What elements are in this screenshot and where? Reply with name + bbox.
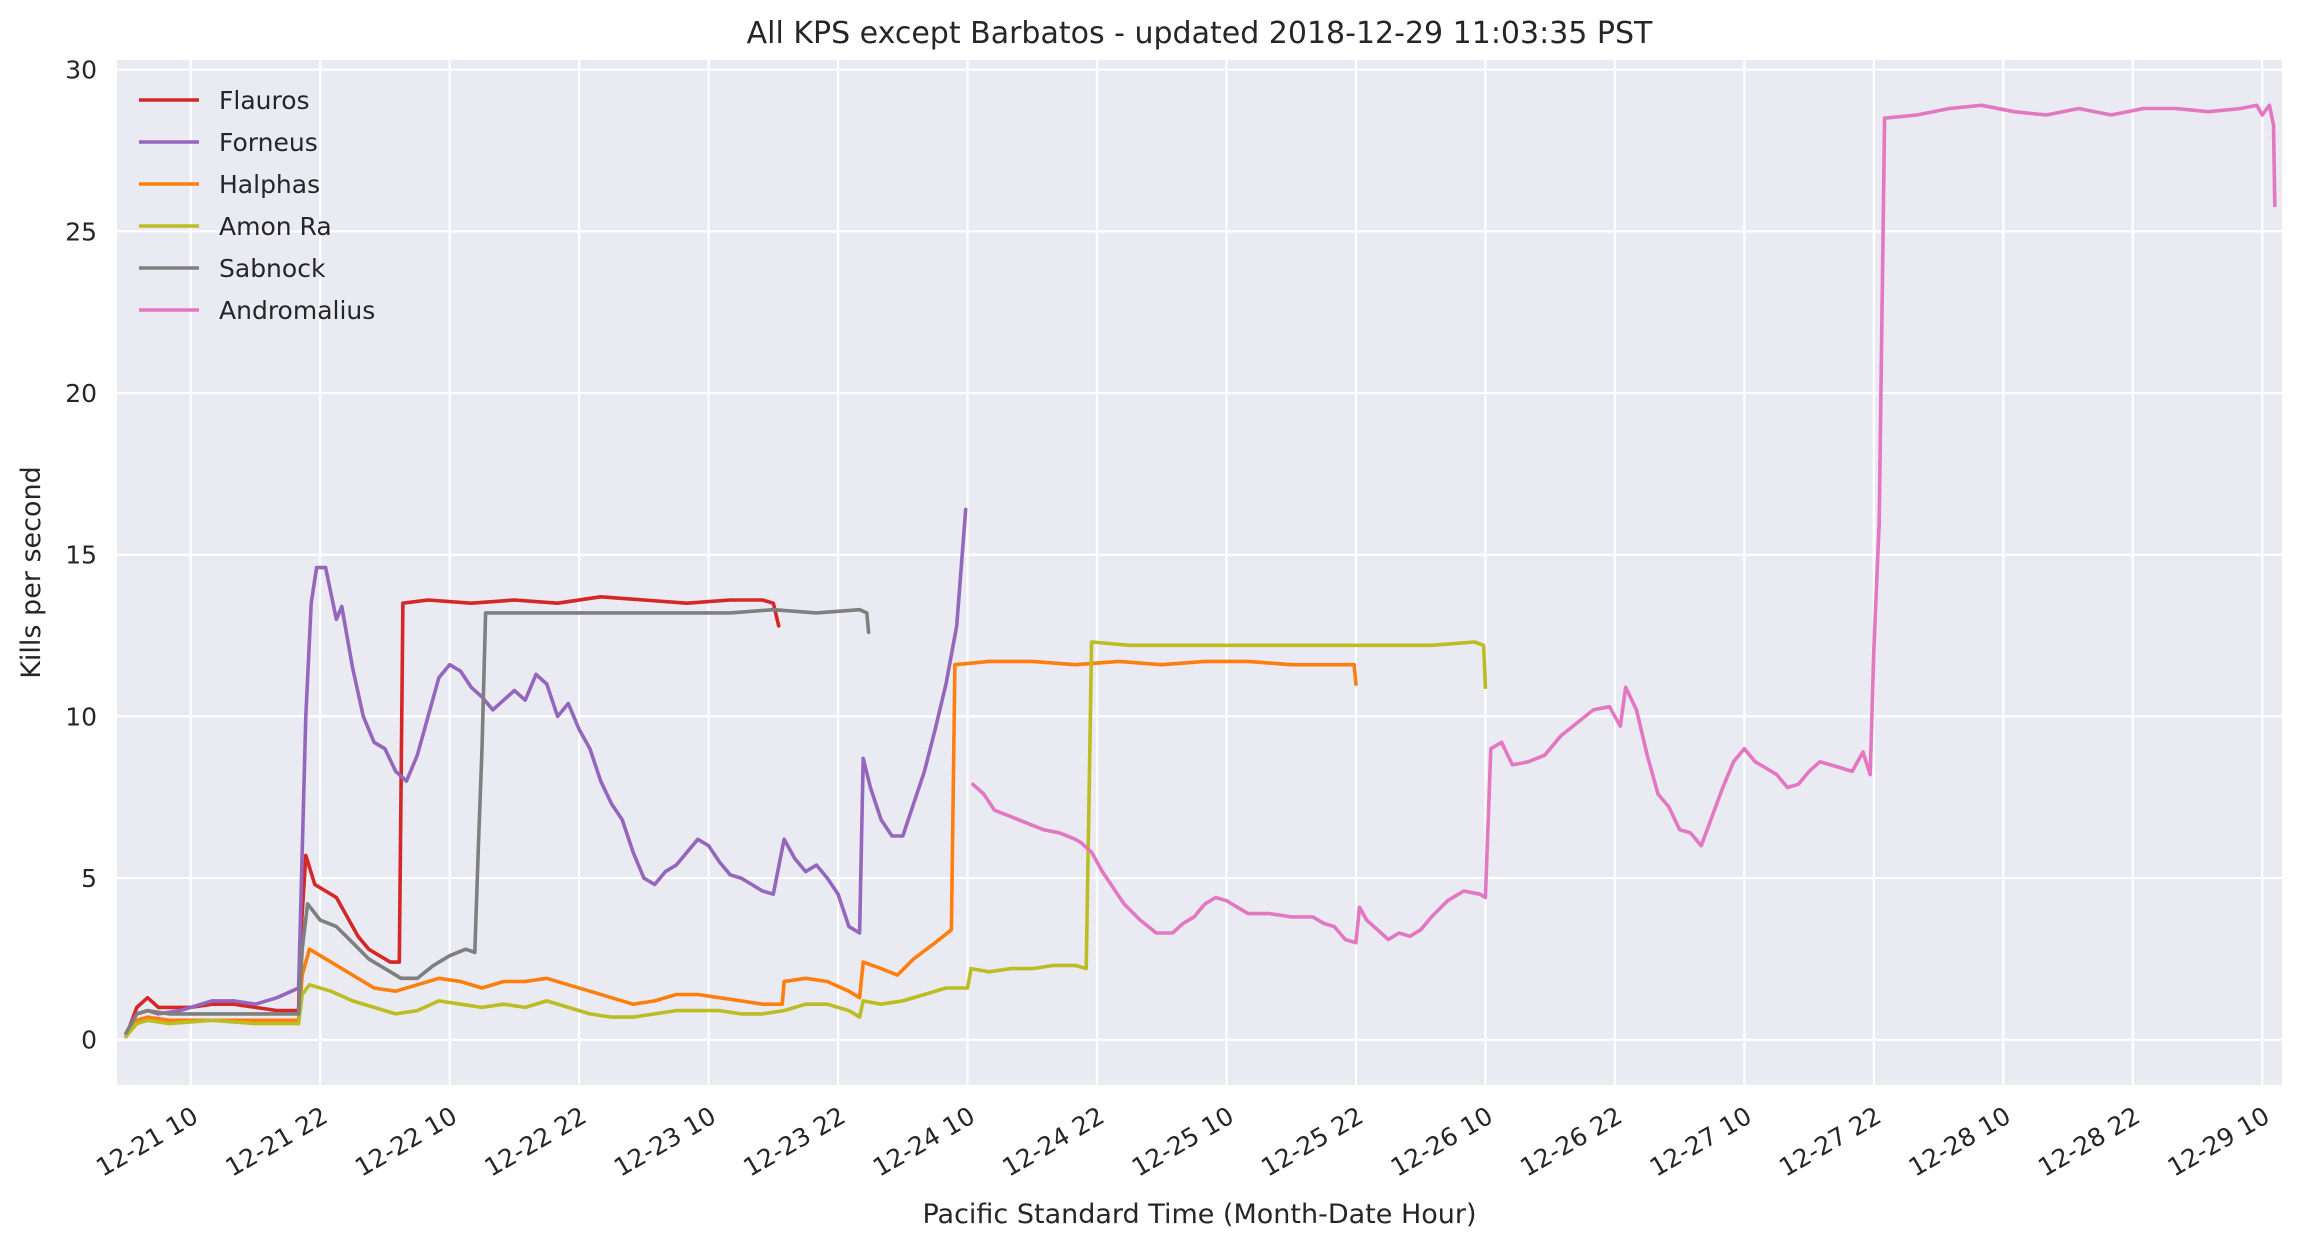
legend: Flauros Forneus Halphas Amon Ra Sabnock Andro… (139, 86, 375, 325)
x-axis-label: Pacific Standard Time (Month-Date Hour) (922, 1199, 1476, 1230)
plot-area (117, 60, 2282, 1085)
series-lines (124, 103, 2277, 1039)
y-tick-label: 10 (65, 702, 97, 731)
legend-label-forneus: Forneus (219, 128, 318, 157)
series-line-forneus (124, 507, 968, 1036)
y-tick-label: 30 (65, 56, 97, 85)
legend-label-andromalius: Andromalius (219, 296, 375, 325)
y-tick-label: 20 (65, 379, 97, 408)
y-tick-label: 15 (65, 541, 97, 570)
grid-lines (117, 60, 2282, 1085)
y-tick-label: 5 (81, 864, 97, 893)
y-tick-label: 0 (81, 1026, 97, 1055)
chart-title: All KPS except Barbatos - updated 2018-1… (747, 16, 1653, 51)
series-line-sabnock (124, 607, 871, 1036)
series-line-halphas (124, 659, 1358, 1039)
series-line-andromalius (971, 103, 2277, 945)
series-line-amon-ra (124, 640, 1488, 1039)
y-tick-label: 25 (65, 217, 97, 246)
legend-label-flauros: Flauros (219, 86, 310, 115)
legend-label-sabnock: Sabnock (219, 254, 326, 283)
legend-label-amon-ra: Amon Ra (219, 212, 332, 241)
y-axis-label: Kills per second (16, 466, 47, 679)
legend-label-halphas: Halphas (219, 170, 320, 199)
